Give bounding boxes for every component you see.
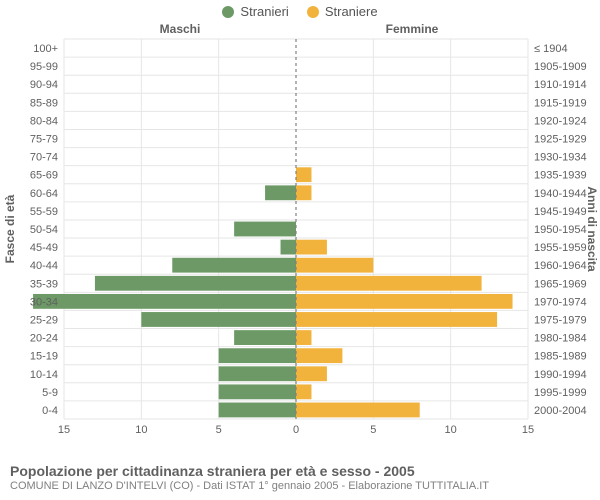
x-tick: 5 [370,424,376,436]
age-label: 15-19 [30,351,58,363]
pyramid-svg: 0-4 2000-2004 5-9 1995-1999 10-14 1990-1994 15… [0,19,600,449]
axis-title-right: Anni di nascita [585,186,599,272]
legend-swatch-male [222,6,234,18]
header-female: Femmine [386,22,439,36]
year-label: 1960-1964 [534,260,587,272]
x-tick: 15 [58,424,70,436]
bar-male [172,258,296,273]
bar-female [296,258,373,273]
x-tick: 10 [445,424,457,436]
bar-male [234,330,296,345]
bar-female [296,240,327,255]
header-male: Maschi [160,22,201,36]
age-label: 0-4 [42,405,58,417]
chart-title: Popolazione per cittadinanza straniera p… [10,463,489,481]
bar-female [296,366,327,381]
bar-female [296,294,513,309]
bar-male [265,185,296,200]
bar-female [296,330,311,345]
legend-item-male: Stranieri [222,4,288,19]
x-tick: 10 [135,424,147,436]
year-label: 1910-1914 [534,79,587,91]
bar-male [219,403,296,418]
x-tick: 0 [293,424,299,436]
age-label: 25-29 [30,314,58,326]
year-label: 1990-1994 [534,369,587,381]
legend-swatch-female [307,6,319,18]
year-label: 1945-1949 [534,206,587,218]
legend: Stranieri Straniere [0,0,600,19]
x-tick: 5 [216,424,222,436]
population-pyramid-chart: Stranieri Straniere 0-4 2000-2004 5-9 1995-… [0,0,600,500]
age-label: 65-69 [30,170,58,182]
bar-male [33,294,296,309]
age-label: 95-99 [30,61,58,73]
bar-female [296,312,497,327]
year-label: 1925-1929 [534,134,587,146]
bar-female [296,167,311,182]
x-tick: 15 [522,424,534,436]
age-label: 60-64 [30,188,58,200]
age-label: 75-79 [30,134,58,146]
age-label: 30-34 [30,296,58,308]
year-label: 1940-1944 [534,188,587,200]
age-label: 45-49 [30,242,58,254]
bar-female [296,276,482,291]
year-label: 1950-1954 [534,224,587,236]
year-label: 2000-2004 [534,405,587,417]
year-label: 1930-1934 [534,152,587,164]
bar-male [219,348,296,363]
age-label: 20-24 [30,333,58,345]
year-label: 1985-1989 [534,351,587,363]
age-label: 70-74 [30,152,58,164]
chart-footer: Popolazione per cittadinanza straniera p… [10,463,489,494]
bar-male [234,222,296,237]
age-label: 80-84 [30,115,58,127]
legend-item-female: Straniere [307,4,378,19]
bar-female [296,384,311,399]
year-label: 1955-1959 [534,242,587,254]
age-label: 35-39 [30,278,58,290]
year-label: 1975-1979 [534,314,587,326]
year-label: ≤ 1904 [534,43,568,55]
age-label: 40-44 [30,260,58,272]
bar-male [219,384,296,399]
age-label: 90-94 [30,79,58,91]
axis-title-left: Fasce di età [3,194,17,263]
bar-female [296,185,311,200]
year-label: 1920-1924 [534,115,587,127]
bar-male [281,240,296,255]
year-label: 1915-1919 [534,97,587,109]
bar-female [296,348,342,363]
year-label: 1995-1999 [534,387,587,399]
year-label: 1905-1909 [534,61,587,73]
bar-male [219,366,296,381]
chart-source: COMUNE DI LANZO D'INTELVI (CO) - Dati IS… [10,480,489,494]
bar-male [95,276,296,291]
year-label: 1965-1969 [534,278,587,290]
bar-female [296,403,420,418]
age-label: 5-9 [42,387,58,399]
age-label: 100+ [33,43,58,55]
legend-label-female: Straniere [325,4,378,19]
age-label: 50-54 [30,224,58,236]
bar-male [141,312,296,327]
legend-label-male: Stranieri [240,4,288,19]
age-label: 55-59 [30,206,58,218]
age-label: 85-89 [30,97,58,109]
year-label: 1970-1974 [534,296,587,308]
year-label: 1935-1939 [534,170,587,182]
age-label: 10-14 [30,369,58,381]
year-label: 1980-1984 [534,333,587,345]
